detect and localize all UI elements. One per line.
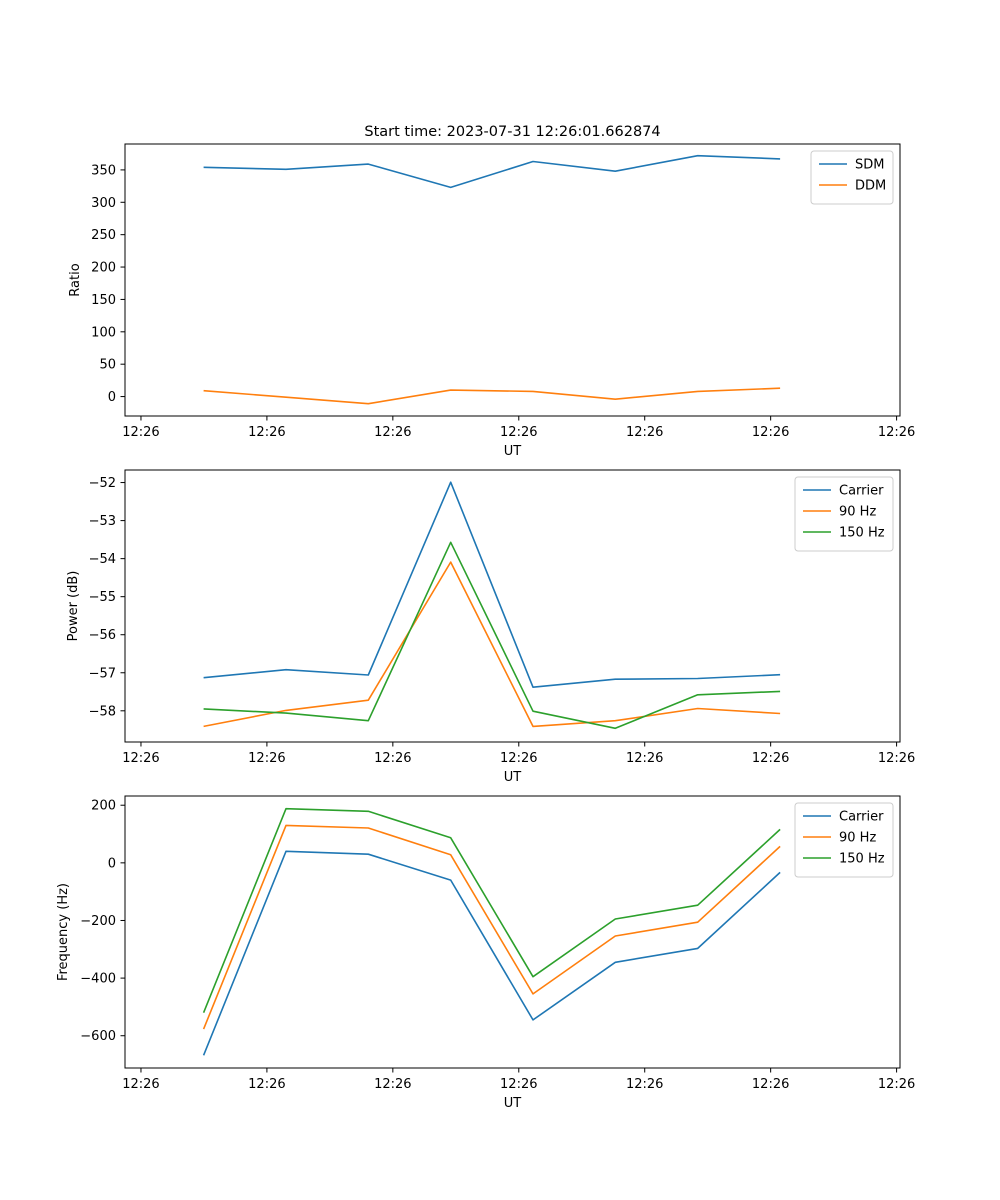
x-tick-label: 12:26 — [752, 751, 789, 766]
series-line-carrier — [202, 850, 781, 1056]
x-tick-label: 12:26 — [626, 751, 663, 766]
frequency-panel: 12:26 12:26 12:26 12:26 12:26 12:26 12:26 −600 −… — [56, 795, 915, 1111]
x-axis-label: UT — [504, 770, 522, 785]
legend-label: 150 Hz — [839, 852, 885, 867]
y-axis-label: Frequency (Hz) — [56, 883, 71, 981]
series-line-sdm — [203, 154, 781, 189]
y-tick-label: −52 — [89, 476, 116, 491]
series-line-150-hz — [203, 541, 781, 730]
x-tick-label: 12:26 — [626, 425, 663, 440]
y-tick-label: 0 — [108, 856, 116, 871]
legend-label: 90 Hz — [839, 505, 876, 520]
x-axis-label: UT — [504, 444, 522, 459]
series-line-carrier — [203, 481, 781, 689]
x-tick-label: 12:26 — [248, 425, 285, 440]
x-tick-label: 12:26 — [626, 1077, 663, 1092]
legend-label: SDM — [855, 158, 884, 173]
series-line-90-hz — [202, 824, 781, 1030]
x-tick-label: 12:26 — [500, 751, 537, 766]
y-tick-label: −56 — [89, 628, 116, 643]
y-tick-label: 50 — [99, 358, 116, 373]
legend: Carrier 90 Hz 150 Hz — [794, 476, 894, 552]
series-line-150-hz — [202, 807, 781, 1013]
axes-frame — [124, 795, 901, 1069]
x-tick-label: 12:26 — [122, 1077, 159, 1092]
x-tick-label: 12:26 — [752, 1077, 789, 1092]
legend-label: DDM — [855, 179, 886, 194]
x-tick-label: 12:26 — [500, 1077, 537, 1092]
legend-label: 150 Hz — [839, 526, 885, 541]
y-tick-label: −58 — [89, 704, 116, 719]
y-axis-label: Power (dB) — [66, 571, 81, 642]
y-tick-label: −53 — [89, 514, 116, 529]
y-tick-label: 200 — [91, 799, 116, 814]
x-tick-label: 12:26 — [374, 751, 411, 766]
y-tick-label: 100 — [91, 325, 116, 340]
x-tick-label: 12:26 — [752, 425, 789, 440]
x-tick-label: 12:26 — [878, 751, 915, 766]
power-panel: 12:26 12:26 12:26 12:26 12:26 12:26 12:26 −58 −5… — [66, 469, 915, 785]
y-tick-label: −55 — [89, 590, 116, 605]
figure-title: Start time: 2023-07-31 12:26:01.662874 — [364, 124, 660, 140]
y-tick-label: 0 — [108, 390, 116, 405]
x-tick-label: 12:26 — [122, 425, 159, 440]
x-tick-label: 12:26 — [248, 1077, 285, 1092]
y-tick-label: −54 — [89, 552, 116, 567]
axes-frame — [124, 143, 901, 417]
x-tick-label: 12:26 — [374, 425, 411, 440]
legend: Carrier 90 Hz 150 Hz — [794, 802, 894, 878]
y-axis-label: Ratio — [68, 263, 83, 296]
legend-label: 90 Hz — [839, 831, 876, 846]
y-tick-label: −200 — [80, 914, 116, 929]
series-line-ddm — [203, 387, 781, 405]
x-axis-label: UT — [504, 1096, 522, 1111]
x-tick-label: 12:26 — [122, 751, 159, 766]
x-tick-label: 12:26 — [878, 425, 915, 440]
legend-label: Carrier — [839, 484, 884, 499]
y-tick-label: 150 — [91, 293, 116, 308]
y-tick-label: −57 — [89, 666, 116, 681]
x-tick-label: 12:26 — [248, 751, 285, 766]
x-tick-label: 12:26 — [500, 425, 537, 440]
y-tick-label: 350 — [91, 163, 116, 178]
y-tick-label: 250 — [91, 228, 116, 243]
ratio-panel: 12:26 12:26 12:26 12:26 12:26 12:26 12:26 0 50 10… — [68, 143, 915, 459]
y-tick-label: 300 — [91, 196, 116, 211]
x-tick-label: 12:26 — [374, 1077, 411, 1092]
y-tick-label: 200 — [91, 261, 116, 276]
y-tick-label: −600 — [80, 1029, 116, 1044]
x-tick-label: 12:26 — [878, 1077, 915, 1092]
legend-label: Carrier — [839, 810, 884, 825]
legend: SDM DDM — [810, 150, 894, 205]
series-line-90-hz — [203, 561, 781, 728]
axes-frame — [124, 469, 901, 743]
y-tick-label: −400 — [80, 972, 116, 987]
